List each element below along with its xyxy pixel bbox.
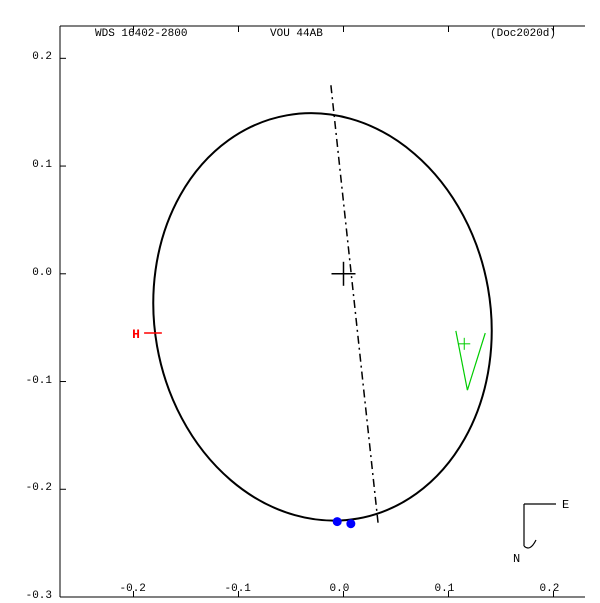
compass-north-label: N xyxy=(513,552,520,566)
compass-east-label: E xyxy=(562,498,569,512)
orbit-plot: WDS 16402-2800 VOU 44AB (Doc2020d) H 0.2… xyxy=(0,0,600,600)
plot-svg: H xyxy=(0,0,600,600)
svg-text:H: H xyxy=(132,327,140,342)
y-tick-label: -0.2 xyxy=(26,482,52,494)
x-tick-label: 0.0 xyxy=(330,583,350,595)
y-tick-label: 0.0 xyxy=(32,267,52,279)
y-tick-label: -0.3 xyxy=(26,590,52,602)
y-tick-label: 0.2 xyxy=(32,51,52,63)
x-tick-label: -0.2 xyxy=(120,583,146,595)
y-tick-label: 0.1 xyxy=(32,159,52,171)
x-tick-label: 0.2 xyxy=(540,583,560,595)
x-tick-label: 0.1 xyxy=(435,583,455,595)
x-tick-label: -0.1 xyxy=(225,583,251,595)
y-tick-label: -0.1 xyxy=(26,375,52,387)
